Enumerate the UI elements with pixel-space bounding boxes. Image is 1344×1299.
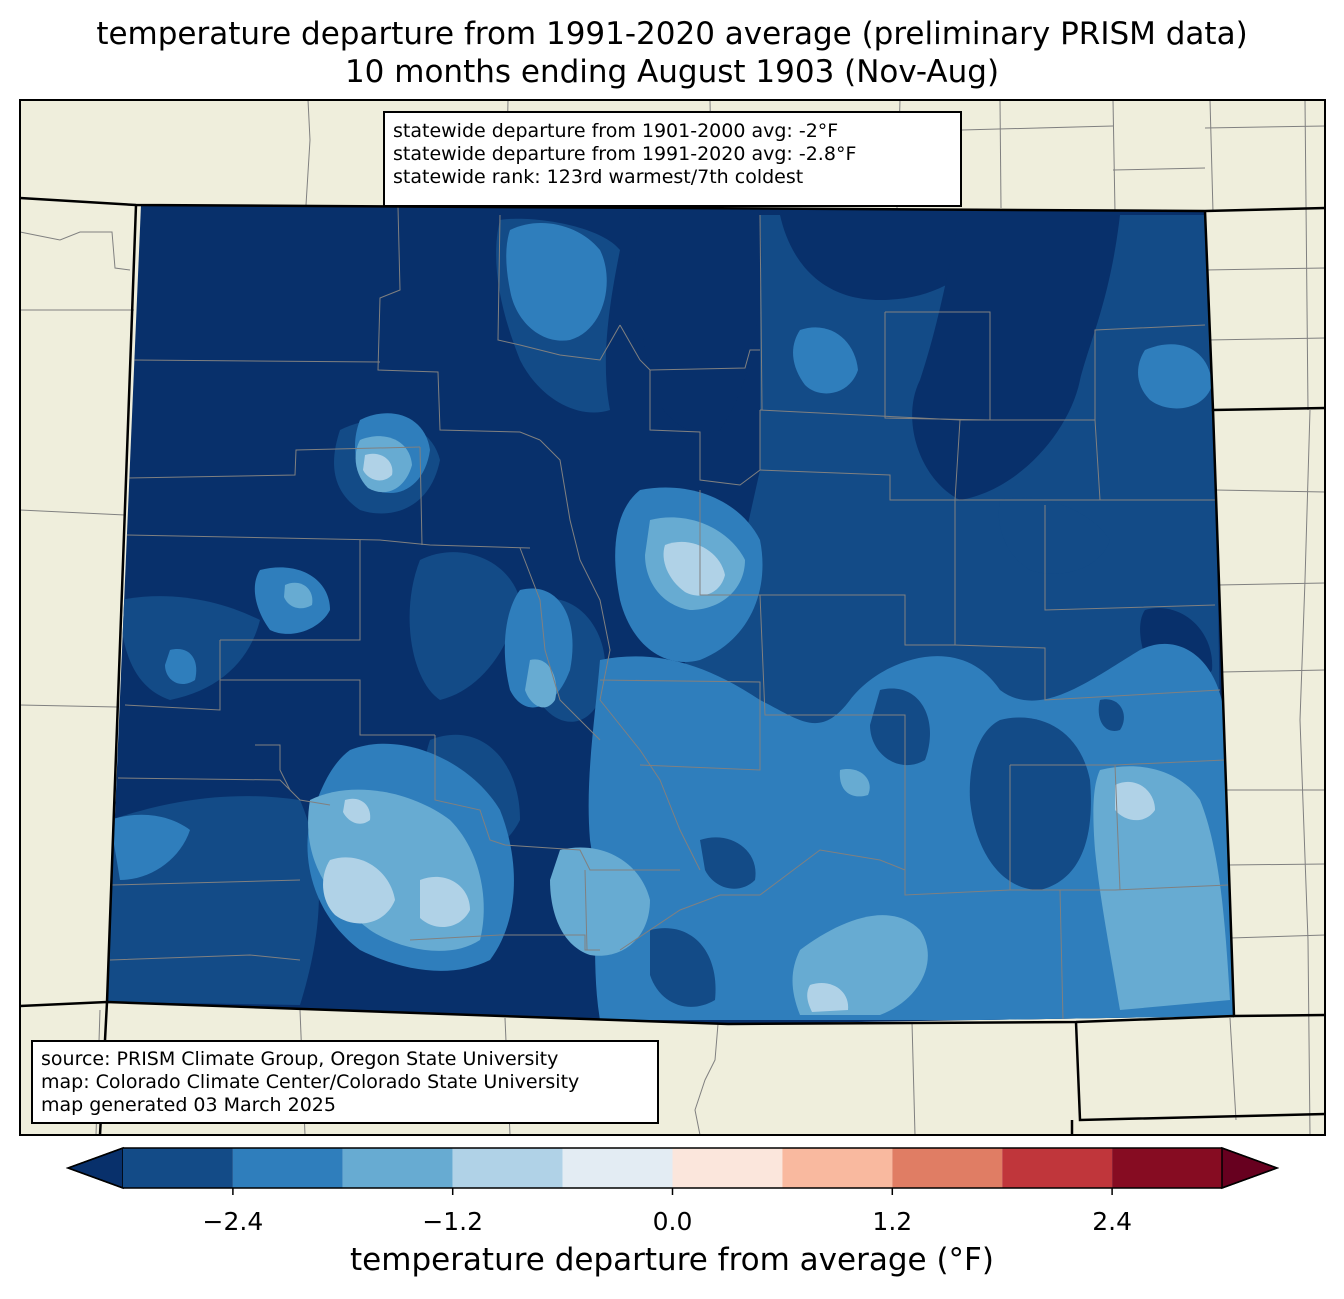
colorbar-tick-label: 2.4 xyxy=(1092,1207,1132,1236)
state-borders xyxy=(20,196,1325,1135)
map-title-line2: 10 months ending August 1903 (Nov-Aug) xyxy=(344,54,1000,90)
colorbar-segment xyxy=(1112,1148,1222,1188)
colorbar-segment xyxy=(232,1148,343,1188)
colorbar-segment xyxy=(123,1148,233,1188)
colorbar-segment xyxy=(782,1148,893,1188)
colorbar-tick-label: 0.0 xyxy=(652,1207,693,1236)
stats-line-1991-2020: statewide departure from 1991-2020 avg: … xyxy=(393,143,857,165)
colorbar-segment xyxy=(562,1148,673,1188)
stats-line-rank: statewide rank: 123rd warmest/7th coldes… xyxy=(393,166,804,188)
colorbar-segment xyxy=(342,1148,453,1188)
colorbar-tick-label: −1.2 xyxy=(422,1207,484,1236)
colorbar-extend-high xyxy=(1221,1146,1280,1190)
source-credit-box: source: PRISM Climate Group, Oregon Stat… xyxy=(31,1040,659,1124)
map-frame xyxy=(19,99,1326,1136)
colorbar-extend-low xyxy=(65,1146,124,1190)
colorbar-segment xyxy=(672,1148,783,1188)
map-credit-line: map: Colorado Climate Center/Colorado St… xyxy=(41,1071,580,1093)
colorbar-tick-label: 1.2 xyxy=(872,1207,913,1236)
departure-contours xyxy=(107,215,1234,1020)
map-title-line1: temperature departure from 1991-2020 ave… xyxy=(96,16,1248,52)
source-line: source: PRISM Climate Group, Oregon Stat… xyxy=(41,1048,559,1070)
colorbar-segment xyxy=(1002,1148,1113,1188)
colorbar-outline xyxy=(65,1147,1280,1189)
colorbar-label: temperature departure from average (°F) xyxy=(350,1242,994,1278)
colorbar-tick-label: −2.4 xyxy=(202,1207,264,1236)
generated-date-line: map generated 03 March 2025 xyxy=(41,1094,336,1116)
colorbar-segment xyxy=(892,1148,1003,1188)
colorado-county-lines xyxy=(109,206,1229,1021)
statewide-stats-box: statewide departure from 1901-2000 avg: … xyxy=(383,111,962,207)
colorbar-segment xyxy=(452,1148,563,1188)
stats-line-1901-2000: statewide departure from 1901-2000 avg: … xyxy=(393,120,839,142)
colorbar xyxy=(65,1146,1280,1195)
